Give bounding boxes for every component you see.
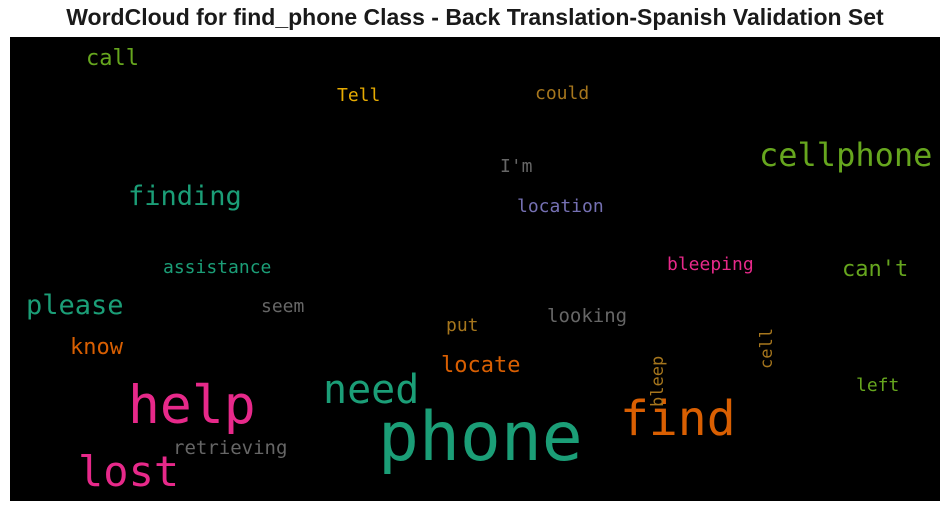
word-know: know bbox=[70, 335, 123, 360]
word-locate: locate bbox=[441, 353, 521, 378]
word-i-m: I'm bbox=[500, 156, 533, 177]
word-cellphone: cellphone bbox=[759, 136, 933, 174]
word-please: please bbox=[26, 290, 124, 321]
word-bleep: bleep bbox=[648, 356, 668, 408]
word-lost: lost bbox=[78, 447, 180, 496]
word-seem: seem bbox=[261, 296, 305, 317]
word-bleeping: bleeping bbox=[667, 254, 754, 275]
word-location: location bbox=[517, 196, 604, 217]
word-finding: finding bbox=[128, 181, 242, 212]
word-cell: cell bbox=[757, 328, 777, 370]
word-tell: Tell bbox=[337, 85, 381, 106]
word-can-t: can't bbox=[842, 257, 909, 282]
chart-title: WordCloud for find_phone Class - Back Tr… bbox=[66, 4, 884, 30]
word-retrieving: retrieving bbox=[173, 437, 288, 459]
word-could: could bbox=[535, 83, 590, 104]
word-left: left bbox=[856, 375, 900, 396]
word-help: help bbox=[128, 375, 256, 436]
word-assistance: assistance bbox=[163, 257, 272, 278]
word-looking: looking bbox=[547, 305, 628, 327]
word-phone: phone bbox=[378, 398, 583, 477]
word-find: find bbox=[620, 391, 736, 447]
word-call: call bbox=[86, 46, 139, 71]
word-need: need bbox=[323, 367, 420, 413]
word-cloud-canvas: phone help find lost need cellphone please find… bbox=[10, 37, 940, 501]
word-put: put bbox=[446, 315, 479, 336]
